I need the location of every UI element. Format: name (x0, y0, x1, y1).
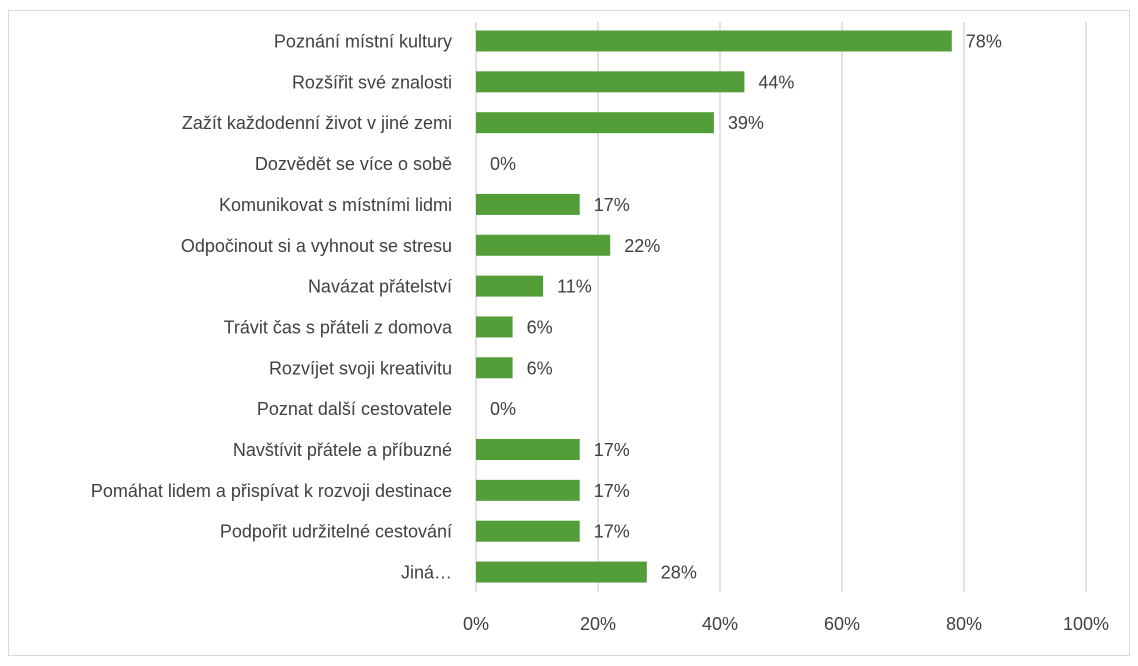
bar (476, 479, 580, 501)
value-label: 0% (490, 154, 516, 174)
bar (476, 112, 714, 134)
bar (476, 357, 513, 379)
value-label: 39% (728, 113, 764, 133)
value-label: 17% (594, 440, 630, 460)
value-label: 17% (594, 481, 630, 501)
category-label: Navštívit přátele a příbuzné (233, 440, 452, 460)
value-label: 17% (594, 522, 630, 542)
category-label: Poznání místní kultury (274, 32, 452, 52)
bar (476, 439, 580, 460)
value-label: 44% (758, 72, 794, 92)
category-label: Odpočinout si a vyhnout se stresu (181, 236, 452, 256)
bar (476, 316, 513, 338)
value-label: 22% (624, 236, 660, 256)
category-label: Pomáhat lidem a přispívat k rozvoji dest… (91, 481, 452, 501)
bar (476, 30, 952, 52)
category-label: Rozvíjet svoji kreativitu (269, 358, 452, 378)
bar (476, 275, 544, 297)
category-label: Komunikovat s místními lidmi (219, 195, 452, 215)
bar (476, 71, 745, 93)
value-label: 28% (661, 563, 697, 583)
category-labels: Poznání místní kultury Rozšířit své znalo… (91, 32, 453, 583)
value-labels: 78%44%39%0%17%22%11%6%6%0%17%17%17%28% (490, 32, 1002, 583)
value-label: 17% (594, 195, 630, 215)
x-tick-label: 20% (580, 614, 616, 634)
category-label: Trávit čas s přáteli z domova (224, 317, 453, 337)
category-label: Podpořit udržitelné cestování (220, 522, 452, 542)
value-label: 0% (490, 399, 516, 419)
x-tick-label: 0% (463, 614, 489, 634)
value-label: 6% (527, 358, 553, 378)
bars (476, 30, 952, 583)
value-label: 6% (527, 317, 553, 337)
category-label: Navázat přátelství (308, 277, 452, 297)
x-axis-tick-labels: 0% 20% 40% 60% 80% 100% (463, 614, 1109, 634)
value-label: 78% (966, 32, 1002, 52)
x-tick-label: 60% (824, 614, 860, 634)
bar (476, 520, 580, 542)
bar (476, 561, 647, 583)
category-label: Dozvědět se více o sobě (255, 154, 452, 174)
category-label: Rozšířit své znalosti (292, 72, 452, 92)
x-tick-label: 100% (1063, 614, 1109, 634)
grid-lines (475, 22, 1087, 592)
x-tick-label: 40% (702, 614, 738, 634)
value-label: 11% (557, 277, 592, 297)
category-label: Jiná… (401, 563, 452, 583)
bar (476, 234, 611, 256)
bar (476, 193, 580, 215)
category-label: Poznat další cestovatele (257, 399, 452, 419)
category-label: Zažít každodenní život v jiné zemi (182, 113, 452, 133)
x-tick-label: 80% (946, 614, 982, 634)
